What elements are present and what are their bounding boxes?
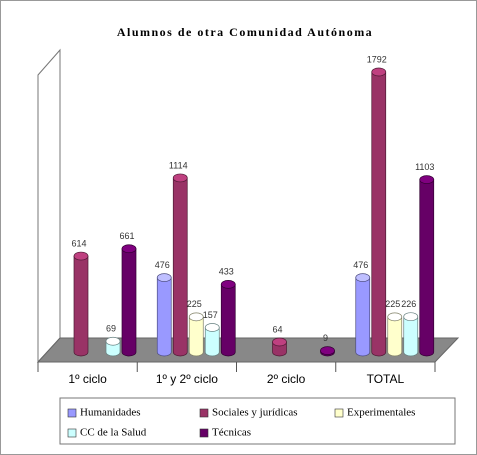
bar (371, 71, 387, 357)
value-label: 1103 (415, 162, 434, 172)
bar (121, 248, 137, 357)
legend-swatch (334, 408, 344, 418)
legend-swatch (199, 428, 209, 438)
bar (204, 327, 220, 357)
bar (172, 177, 188, 357)
bar-top (403, 312, 419, 322)
value-label: 9 (323, 333, 328, 343)
value-label: 64 (272, 324, 282, 334)
value-label: 1114 (169, 160, 188, 170)
value-label: 226 (401, 299, 416, 309)
bar-top (188, 312, 204, 322)
legend-label: Sociales y jurídicas (212, 407, 298, 419)
legend-label: CC de la Salud (80, 427, 147, 439)
value-label: 225 (385, 299, 400, 309)
bar-top (204, 323, 220, 332)
bar (419, 179, 435, 357)
bar-top (172, 173, 188, 183)
value-label: 157 (203, 310, 218, 320)
value-label: 476 (155, 260, 170, 270)
legend-label: Técnicas (212, 427, 251, 439)
value-label: 476 (353, 260, 368, 270)
bar-top (73, 251, 89, 261)
bar-top (320, 346, 335, 355)
value-label: 1792 (367, 54, 387, 64)
value-label: 69 (106, 324, 116, 334)
bar (387, 316, 403, 357)
legend-swatch (199, 408, 209, 418)
bar-top (105, 336, 121, 346)
bar-top (371, 67, 387, 77)
floor (36, 337, 460, 363)
legend-label: Experimentales (347, 407, 415, 419)
bar-top (156, 273, 172, 282)
value-label: 225 (187, 299, 202, 309)
bar-top (419, 175, 435, 185)
bar (188, 316, 204, 357)
x-tick-label: TOTAL (367, 372, 405, 386)
bar (220, 283, 236, 357)
bar (355, 277, 371, 357)
legend-swatch (67, 408, 77, 418)
chart-title: Alumnos de otra Comunidad Autónoma (117, 25, 373, 39)
legend-swatch (67, 428, 77, 438)
value-label: 433 (219, 267, 234, 277)
bar-top (387, 312, 403, 322)
value-label: 661 (119, 231, 134, 241)
bar-top (272, 337, 287, 347)
bar-top (220, 279, 236, 289)
bar-top (355, 273, 371, 282)
bar (156, 277, 172, 357)
legend-label: Humanidades (80, 407, 140, 419)
value-label: 614 (71, 238, 86, 248)
x-tick-label: 1º y 2º ciclo (156, 372, 218, 386)
x-tick-label: 2º ciclo (267, 372, 306, 386)
bar-top (121, 244, 137, 254)
bar (73, 255, 89, 357)
x-tick-label: 1º ciclo (68, 372, 107, 386)
bar (403, 316, 419, 357)
legend-box (59, 397, 456, 445)
side-wall (37, 48, 61, 364)
